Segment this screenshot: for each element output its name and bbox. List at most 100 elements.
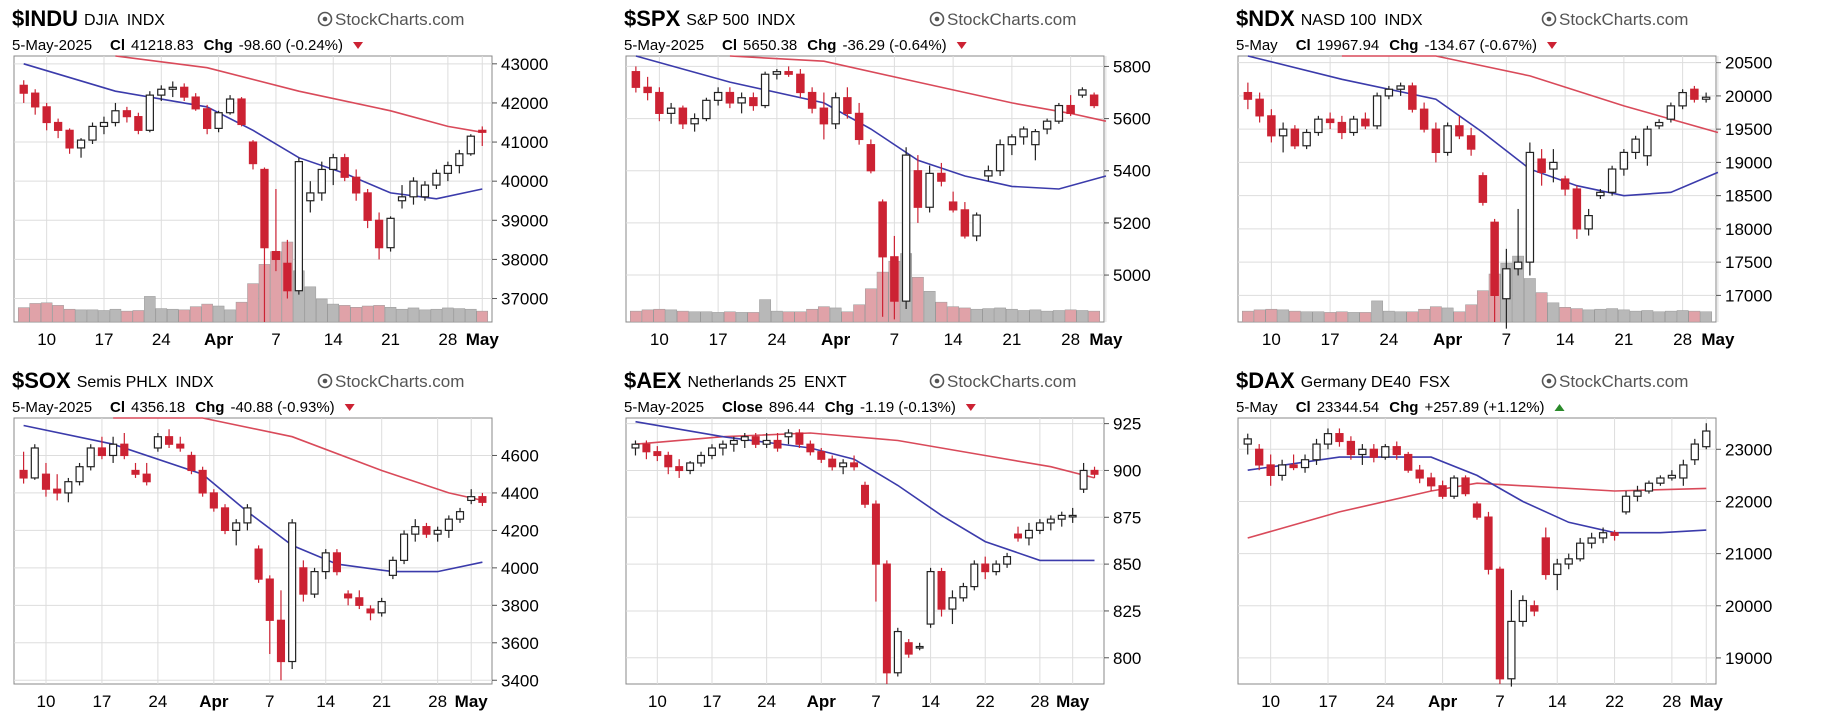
symbol-label: $SPX [624,6,681,31]
stockcharts-logo-icon [929,373,945,389]
candle [19,451,28,484]
candle [276,590,286,681]
candle [806,440,815,456]
candle [1466,127,1476,156]
candle [366,605,375,621]
exchange-label: FSX [1419,374,1450,391]
candle [122,106,132,123]
candle [1243,433,1252,455]
candle [1255,444,1264,471]
candle [99,116,109,135]
volume-bar [923,291,936,323]
down-arrow-icon [956,42,967,49]
candle [664,451,673,475]
volume-bar [1418,308,1431,323]
volume-bar [688,311,701,323]
x-tick-label: 24 [152,330,171,349]
candle [1472,501,1482,520]
down-arrow-icon [965,404,976,411]
x-tick-label: 22 [976,692,995,711]
candle [64,477,73,503]
volume-bar [665,309,678,323]
x-tick-label: 10 [37,692,56,711]
candle [1610,530,1619,541]
candle [762,432,771,448]
candle [1702,423,1711,450]
x-tick-label: 14 [1548,692,1567,711]
candle [352,169,361,201]
y-tick-label: 17000 [1725,286,1772,305]
brand-label: StockCharts.com [1559,10,1688,29]
candle [784,66,793,77]
candle [153,432,162,452]
volume-bar [373,305,385,323]
volume-bar [641,309,654,323]
candle [191,93,200,111]
candle [1549,149,1558,183]
volume-bar [970,308,983,323]
y-tick-label: 38000 [501,250,548,269]
y-tick-label: 825 [1113,602,1141,621]
x-tick-label: 28 [1673,330,1692,349]
candle [666,102,676,124]
candle [209,489,218,512]
y-tick-label: 800 [1113,649,1141,668]
close-label: Cl [110,399,125,416]
y-tick-label: 20000 [1725,597,1772,616]
chart-svg: $NDX NASD 100 INDX StockCharts.com 5-May Cl 19… [1236,6,1772,349]
x-tick-label: Apr [1428,692,1458,711]
index-name: Germany DE40 [1301,374,1411,391]
candle [653,446,662,462]
x-tick-label: 10 [650,330,669,349]
volume-bar [700,311,713,323]
candle [1419,102,1429,133]
plot-area [13,55,493,323]
candle [1031,129,1040,161]
y-tick-label: 17500 [1725,253,1772,272]
volume-bar [465,308,477,323]
y-tick-label: 41000 [501,133,548,152]
candle [306,181,315,213]
candle [332,549,341,576]
moving-average-long [729,55,1107,122]
change-value: -1.19 (-0.13%) [860,399,956,416]
x-tick-label: 10 [648,692,667,711]
change-value: +257.89 (+1.12%) [1424,399,1544,416]
candle [904,639,913,658]
candle [831,92,840,130]
candle [31,89,40,115]
chart-panel-aex: $AEX Netherlands 25 ENXT StockCharts.com 5-M… [612,362,1202,712]
candle [1042,118,1052,135]
date-label: 5-May-2025 [12,37,92,54]
y-tick-label: 4600 [501,446,539,465]
candle [165,429,174,448]
candle [443,161,453,182]
candle [53,474,62,501]
volume-bar [1359,312,1372,323]
x-tick-label: May [455,692,489,711]
volume-bar [396,308,408,323]
volume-bar [1300,311,1313,323]
candle [718,440,727,456]
x-tick-label: 14 [324,330,343,349]
volume-bar [29,303,41,323]
chart-panel-spx: $SPX S&P 500 INDX StockCharts.com 5-May-2025… [612,0,1202,350]
candle [772,69,782,80]
candle [1572,185,1582,239]
volume-bar [982,308,995,323]
candle [1607,165,1617,196]
volume-bar [1088,310,1101,323]
y-tick-label: 5800 [1113,57,1151,76]
volume-bar [1041,310,1054,323]
candle [202,104,212,135]
candle [265,575,274,655]
y-tick-label: 39000 [501,211,548,230]
volume-bar [98,310,110,323]
volume-bar [1335,311,1348,323]
down-arrow-icon [353,42,364,49]
candle [1057,511,1066,527]
volume-bar [935,301,948,323]
volume-bar [1700,311,1713,323]
candle [157,85,166,101]
candle [42,102,51,131]
